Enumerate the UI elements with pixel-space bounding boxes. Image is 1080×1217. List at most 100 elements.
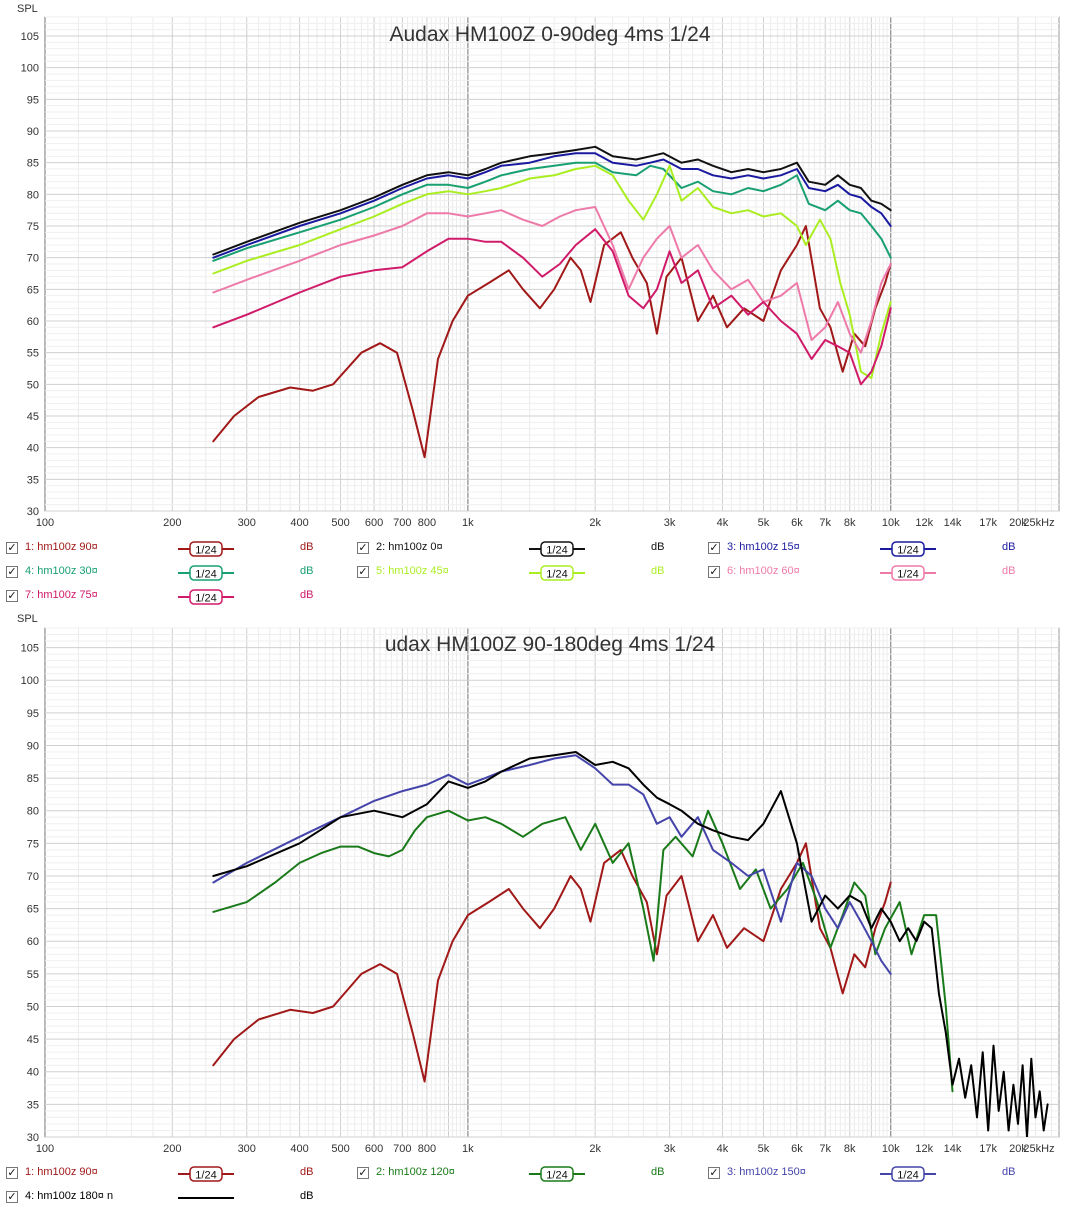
series-visibility-checkbox[interactable]: ✓ [708,542,720,554]
legend-line-swatch[interactable]: 1/24 [178,588,234,606]
series-visibility-checkbox[interactable]: ✓ [6,1167,18,1179]
legend-line-swatch[interactable]: 1/24 [529,540,585,558]
y-axis-label: SPL [17,3,38,15]
y-tick-label: 90 [27,740,39,752]
legend-row: ✓ 4: hm100z 180¤ n dB [0,1186,1080,1210]
legend-unit: dB [300,541,314,553]
x-tick-label: 500 [331,517,349,529]
x-tick-label: 8k [844,1143,856,1155]
x-tick-label: 1k [462,1143,474,1155]
legend-unit: dB [300,1190,314,1202]
series-visibility-checkbox[interactable]: ✓ [708,566,720,578]
series-line-1[interactable] [212,842,892,1083]
y-tick-label: 40 [27,1067,39,1079]
series-line-1[interactable] [212,225,892,459]
series-visibility-checkbox[interactable]: ✓ [6,1191,18,1203]
y-tick-label: 50 [27,379,39,391]
series-group [212,145,892,459]
x-tick-label: 5k [758,517,770,529]
series-visibility-checkbox[interactable]: ✓ [6,566,18,578]
x-tick-label: 6k [791,517,803,529]
legend-line-swatch[interactable]: 1/24 [529,1165,585,1183]
smoothing-label: 1/24 [195,593,216,605]
series-visibility-checkbox[interactable]: ✓ [6,542,18,554]
legend-item: ✓ 2: hm100z 120¤ 1/24 dB [357,1162,702,1186]
legend-row: ✓ 7: hm100z 75¤ 1/24 dB [0,585,1080,609]
series-line-3[interactable] [212,152,892,259]
y-tick-label: 60 [27,936,39,948]
x-tick-labels: 100 200 300 400 500 600 700 800 1k 2k 3k 4k 5k 6k 7k 8k… [36,1143,1055,1155]
legend-unit: dB [1002,541,1016,553]
series-visibility-checkbox[interactable]: ✓ [357,1167,369,1179]
x-tick-label: 20k [1009,1143,1027,1155]
series-visibility-checkbox[interactable]: ✓ [708,1167,720,1179]
legend-line-swatch[interactable]: 1/24 [880,540,936,558]
legend-item: ✓ 4: hm100z 30¤ 1/24 dB [6,561,351,585]
y-tick-label: 100 [21,675,39,687]
series-line-2[interactable] [212,809,954,1093]
y-tick-label: 55 [27,969,39,981]
x-tick-label: 20k [1009,517,1027,529]
series-line-4[interactable] [212,161,892,262]
x-tick-label: 400 [290,517,308,529]
chart-title: udax HM100Z 90-180deg 4ms 1/24 [385,633,716,656]
series-line-7[interactable] [212,228,892,386]
x-tick-label: 2k [589,517,601,529]
chart-90-180deg: SPL 30 35 40 45 50 55 60 65 70 75 80 85 90 95 100 105 1… [17,613,1060,1155]
series-line-3[interactable] [212,754,892,975]
series-line-4[interactable] [212,751,1049,1137]
x-tick-label: 3k [664,517,676,529]
smoothing-label: 1/24 [546,1170,567,1182]
legend-item: ✓ 4: hm100z 180¤ n dB [6,1186,351,1210]
smoothing-label: 1/24 [897,545,918,557]
series-line-6[interactable] [212,206,892,354]
legend-series-name: 2: hm100z 120¤ [376,1166,455,1178]
x-tick-label: 8k [844,517,856,529]
y-tick-label: 60 [27,316,39,328]
smoothing-label: 1/24 [897,569,918,581]
x-tick-label: 17k [979,1143,997,1155]
x-tick-label: 5k [758,1143,770,1155]
smoothing-label: 1/24 [195,569,216,581]
legend-series-name: 2: hm100z 0¤ [376,541,443,553]
legend-line-swatch[interactable]: 1/24 [880,1165,936,1183]
legend-item: ✓ 7: hm100z 75¤ 1/24 dB [6,585,351,609]
legend-line-swatch[interactable]: 1/24 [178,564,234,582]
x-tick-label: 25kHz [1023,1143,1054,1155]
x-tick-label: 25kHz [1023,517,1054,529]
x-tick-label: 12k [915,517,933,529]
legend-line-swatch[interactable]: 1/24 [880,564,936,582]
series-visibility-checkbox[interactable]: ✓ [6,590,18,602]
legend-line-swatch[interactable] [178,1189,234,1207]
legend-unit: dB [651,1166,665,1178]
x-tick-label: 800 [418,1143,436,1155]
y-tick-label: 45 [27,411,39,423]
x-tick-label: 7k [819,1143,831,1155]
smoothing-label: 1/24 [195,545,216,557]
legend-line-swatch[interactable]: 1/24 [178,1165,234,1183]
x-tick-label: 4k [717,517,729,529]
series-line-5[interactable] [212,164,892,379]
series-visibility-checkbox[interactable]: ✓ [357,542,369,554]
legend-series-name: 3: hm100z 15¤ [727,541,800,553]
x-tick-label: 600 [365,517,383,529]
x-tick-label: 1k [462,517,474,529]
legend-series-name: 1: hm100z 90¤ [25,541,98,553]
legend-line-swatch[interactable]: 1/24 [529,564,585,582]
legend-item: ✓ 3: hm100z 150¤ 1/24 dB [708,1162,1053,1186]
legend-unit: dB [651,565,665,577]
legend-unit: dB [651,541,665,553]
series-line-2[interactable] [212,145,892,256]
smoothing-label: 1/24 [195,1170,216,1182]
x-tick-label: 17k [979,517,997,529]
legend-unit: dB [1002,565,1016,577]
legend-line-swatch[interactable]: 1/24 [178,540,234,558]
legend-item: ✓ 5: hm100z 45¤ 1/24 dB [357,561,702,585]
x-tick-label: 10k [882,1143,900,1155]
legend-unit: dB [300,589,314,601]
x-tick-label: 100 [36,517,54,529]
series-visibility-checkbox[interactable]: ✓ [357,566,369,578]
legend-row: ✓ 4: hm100z 30¤ 1/24 dB ✓ 5: hm100z 45¤ 1/24 dB… [0,561,1080,585]
legend-item: ✓ 3: hm100z 15¤ 1/24 dB [708,537,1053,561]
